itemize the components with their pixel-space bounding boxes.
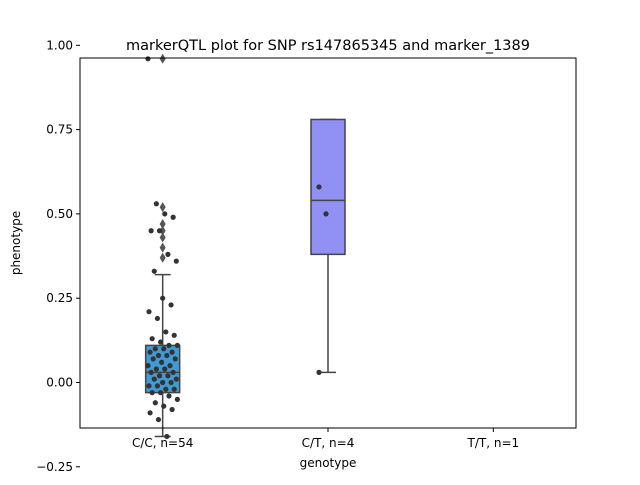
data-point <box>172 356 178 362</box>
data-point <box>174 342 180 349</box>
outlier-marker <box>159 53 166 64</box>
data-point <box>148 369 154 375</box>
data-point <box>154 383 161 389</box>
y-axis-label: phenotype <box>9 211 23 275</box>
data-point <box>152 400 158 406</box>
data-point <box>323 211 329 217</box>
data-point <box>151 268 157 274</box>
data-point <box>166 393 172 399</box>
y-tick-label: 0.50 <box>46 207 73 221</box>
data-point <box>170 369 176 375</box>
data-point <box>171 332 177 338</box>
data-point <box>145 56 151 62</box>
data-point <box>161 403 167 409</box>
outlier-marker <box>159 219 166 230</box>
x-tick-label: C/T, n=4 <box>302 436 355 450</box>
data-point <box>155 416 162 423</box>
y-tick-label: 1.00 <box>46 38 73 52</box>
data-point <box>145 363 151 369</box>
data-point <box>156 373 163 379</box>
box-plot-2 <box>310 118 346 374</box>
data-point <box>168 302 174 308</box>
outlier-marker <box>159 232 166 243</box>
data-point <box>316 369 322 375</box>
data-point <box>162 211 168 217</box>
data-point <box>159 359 165 365</box>
data-point <box>157 390 164 396</box>
data-point <box>153 366 159 372</box>
data-point <box>164 352 170 359</box>
data-point <box>160 379 166 386</box>
y-tick-label: 0.75 <box>46 123 73 137</box>
data-point <box>163 329 169 335</box>
strip-points <box>145 56 329 440</box>
outlier-marker <box>159 252 166 263</box>
data-point <box>165 251 171 257</box>
data-point <box>162 366 168 372</box>
data-point <box>154 315 161 322</box>
data-point <box>171 386 177 392</box>
data-point <box>164 433 170 440</box>
data-point <box>147 349 153 355</box>
data-point <box>166 342 172 349</box>
box <box>310 118 346 256</box>
data-point <box>157 339 164 345</box>
data-point <box>160 295 166 301</box>
x-axis-label: genotype <box>300 456 357 470</box>
data-point <box>169 349 175 355</box>
data-point <box>169 406 175 413</box>
data-point <box>153 201 159 207</box>
data-point <box>151 376 157 382</box>
data-point <box>148 228 154 234</box>
data-point <box>163 386 169 392</box>
data-point <box>173 258 179 264</box>
data-point <box>146 309 152 315</box>
x-axis-ticks: C/C, n=54 C/T, n=4 T/T, n=1 <box>132 428 519 450</box>
data-point <box>170 214 176 220</box>
data-point <box>173 376 179 382</box>
data-point <box>149 390 155 396</box>
chart-title: markerQTL plot for SNP rs147865345 and m… <box>126 38 530 54</box>
data-point <box>147 410 153 416</box>
outlier-marker <box>159 242 166 253</box>
data-point <box>165 373 171 379</box>
data-point <box>146 383 152 389</box>
outlier-marker <box>159 202 166 213</box>
data-point <box>152 346 158 352</box>
data-point <box>168 379 174 386</box>
y-tick-label: −0.25 <box>36 460 73 474</box>
x-tick-label: C/C, n=54 <box>132 436 193 450</box>
data-point <box>174 396 180 402</box>
x-tick-label: T/T, n=1 <box>467 436 520 450</box>
data-point <box>156 228 163 234</box>
data-point <box>316 184 322 190</box>
y-tick-label: 0.00 <box>46 376 73 390</box>
y-axis-ticks: −0.250.000.250.500.751.001.251.501.75 <box>36 38 80 474</box>
outlier-marker <box>159 225 166 236</box>
data-point <box>155 352 162 359</box>
box-plots <box>144 53 346 438</box>
data-point <box>161 346 167 352</box>
data-point <box>149 336 155 342</box>
data-point <box>150 356 156 362</box>
y-tick-label: 0.25 <box>46 291 73 305</box>
plot-area-frame <box>79 57 577 429</box>
data-point <box>167 363 173 369</box>
